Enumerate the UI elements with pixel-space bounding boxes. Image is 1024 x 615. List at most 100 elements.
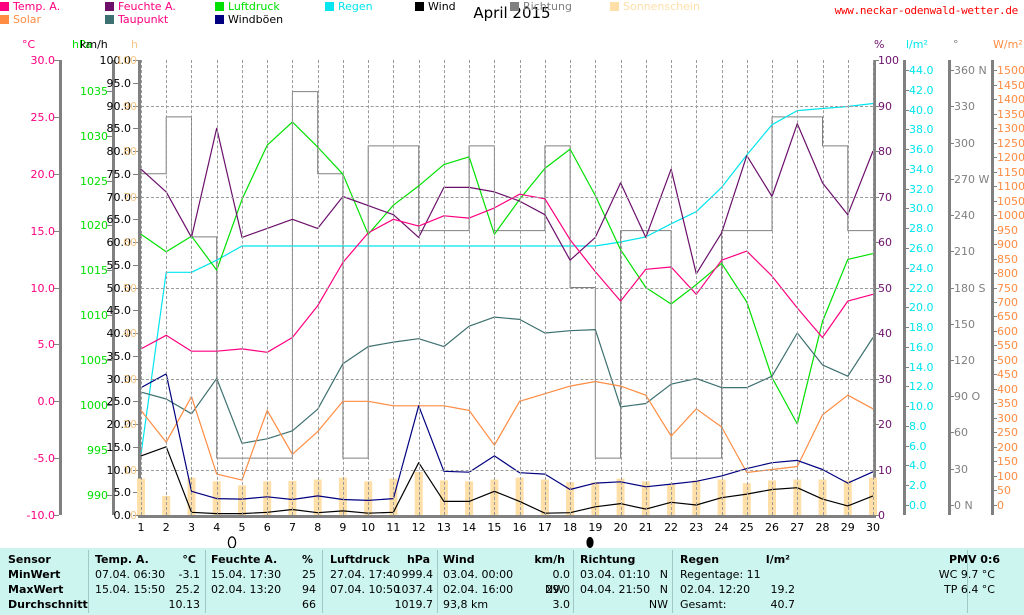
series-solar bbox=[140, 380, 874, 481]
axis-unit-humidity: % bbox=[874, 38, 885, 51]
axis-tick-mark bbox=[904, 287, 909, 289]
x-axis-tick-label: 14 bbox=[462, 521, 477, 534]
axis-tick-mark bbox=[949, 359, 954, 361]
axis-tick-label: 90.0 bbox=[106, 99, 132, 113]
axis-tick-label: 30 bbox=[954, 462, 968, 476]
table-header-pressure-unit: hPa bbox=[406, 553, 430, 566]
axis-tick-label: 1050 bbox=[997, 194, 1024, 208]
legend-item-feuchte-a[interactable]: Feuchte A. bbox=[105, 0, 176, 13]
table-row-label: MaxWert bbox=[8, 583, 64, 596]
axis-tick-mark bbox=[107, 494, 112, 496]
axis-tick-mark bbox=[949, 468, 954, 470]
legend-item-luftdruck[interactable]: Luftdruck bbox=[215, 0, 280, 13]
axis-unit-direction: ° bbox=[953, 38, 959, 51]
table-cell-wind-direction: NW bbox=[545, 583, 565, 596]
axis-tick-mark bbox=[992, 84, 997, 86]
axis-tick-label: 250 bbox=[997, 426, 1018, 440]
x-axis-tick-label: 22 bbox=[664, 521, 679, 534]
axis-tick-mark bbox=[904, 425, 909, 427]
x-axis-tick-label: 28 bbox=[815, 521, 830, 534]
axis-tick-label: 1300 bbox=[997, 122, 1024, 135]
axis-tick-label: 80 bbox=[878, 145, 892, 158]
axis-tick-mark bbox=[904, 485, 909, 487]
legend-item-wind[interactable]: Wind bbox=[415, 0, 456, 13]
table-cell-direction-value: N bbox=[659, 568, 668, 581]
x-axis-tick-label: 2 bbox=[162, 521, 170, 534]
axis-tick-label: 20.0 bbox=[909, 301, 934, 315]
legend-item-regen[interactable]: Regen bbox=[325, 0, 373, 13]
table-cell-direction-value: NW bbox=[648, 598, 668, 611]
axis-tick-label: 1020 bbox=[80, 219, 108, 233]
x-axis-tick-label: 1 bbox=[137, 521, 145, 534]
chart-legend: Temp. A. Solar Feuchte A. Taupunkt Luftdruck… bbox=[0, 0, 700, 26]
axis-unit-pressure: hPa bbox=[72, 38, 92, 51]
table-cell-direction-date: 04.04. 21:50 bbox=[580, 583, 651, 596]
x-axis-tick-label: 12 bbox=[411, 521, 426, 534]
axis-tick-label: 40.0 bbox=[909, 103, 934, 117]
legend-label: Solar bbox=[13, 13, 42, 26]
legend-item-temp-a[interactable]: Temp. A. bbox=[0, 0, 60, 13]
axis-tick-label: 85.0 bbox=[106, 122, 132, 136]
table-cell-wind-value: 29.0 bbox=[545, 583, 571, 596]
axis-tick-mark bbox=[904, 247, 909, 249]
axis-tick-mark bbox=[133, 242, 138, 243]
axis-tick-label: 80 bbox=[123, 145, 137, 158]
legend-label: Regen bbox=[338, 0, 373, 13]
legend-swatch-icon bbox=[415, 2, 424, 11]
series-windb-en bbox=[140, 373, 874, 501]
axis-tick-mark bbox=[992, 273, 997, 274]
axis-tick-label: 30.0 bbox=[909, 202, 934, 216]
axis-tick-label: 120 bbox=[954, 353, 975, 367]
axis-tick-label: 1250 bbox=[997, 136, 1024, 150]
table-cell-rain-label: Gesamt: bbox=[680, 598, 727, 611]
table-column-divider bbox=[322, 550, 323, 613]
axis-tick-label: 1030 bbox=[80, 129, 108, 143]
axis-tick-mark bbox=[133, 424, 138, 425]
axis-tick-label: 100 bbox=[997, 469, 1018, 483]
axis-tick-mark bbox=[107, 449, 112, 451]
table-cell-humidity-value: 66 bbox=[302, 598, 316, 611]
table-cell-pmv: WC 9.7 °C bbox=[938, 568, 995, 581]
axis-tick-label: 34.0 bbox=[909, 162, 934, 176]
legend-item-taupunkt[interactable]: Taupunkt bbox=[105, 13, 168, 26]
series-feuchte-a bbox=[140, 123, 874, 275]
axis-tick-mark bbox=[904, 208, 909, 210]
axis-tick-label: 16.0 bbox=[909, 340, 934, 354]
axis-tick-mark bbox=[992, 171, 997, 173]
axis-line-pressure bbox=[112, 60, 115, 515]
axis-tick-mark bbox=[992, 345, 997, 347]
table-cell-wind-value: 0.0 bbox=[552, 568, 571, 581]
table-cell-rain-label: Regentage: 11 bbox=[680, 568, 761, 581]
legend-swatch-icon bbox=[0, 15, 9, 24]
axis-tick-label: 10 bbox=[878, 463, 892, 477]
axis-tick-label: 30.0 bbox=[106, 372, 132, 386]
axis-tick-mark bbox=[133, 378, 138, 380]
axis-unit-rain: l/m² bbox=[906, 38, 928, 51]
axis-tick-mark bbox=[992, 157, 997, 158]
legend-item-richtung[interactable]: Richtung bbox=[510, 0, 572, 13]
axis-tick-label: 0.0 bbox=[37, 395, 56, 409]
axis-tick-label: 650 bbox=[997, 310, 1018, 324]
axis-tick-mark bbox=[904, 366, 909, 368]
table-cell-pressure-value: 999.4 bbox=[401, 568, 434, 581]
axis-tick-mark bbox=[904, 188, 909, 190]
legend-item-windb-en[interactable]: Windböen bbox=[215, 13, 283, 26]
axis-tick-mark bbox=[133, 446, 138, 448]
axis-tick-mark bbox=[904, 109, 909, 111]
axis-tick-mark bbox=[992, 403, 997, 405]
axis-tick-mark bbox=[904, 386, 909, 388]
axis-tick-label: 1450 bbox=[997, 78, 1024, 92]
x-axis-tick-label: 13 bbox=[436, 521, 451, 534]
axis-tick-label: 10.0 bbox=[106, 463, 132, 477]
axis-tick-mark bbox=[992, 301, 997, 303]
sunshine-bar bbox=[288, 480, 297, 515]
axis-tick-label: 1000 bbox=[997, 209, 1024, 222]
axis-tick-label: 90 bbox=[878, 99, 892, 113]
axis-tick-mark bbox=[992, 244, 997, 245]
axis-tick-label: 90 O bbox=[954, 390, 981, 404]
axis-tick-label: 1350 bbox=[997, 107, 1024, 121]
legend-item-solar[interactable]: Solar bbox=[0, 13, 41, 26]
legend-item-sonnenschein[interactable]: Sonnenschein bbox=[610, 0, 700, 13]
table-cell-rain-value: 19.2 bbox=[770, 583, 796, 596]
axis-tick-label: 70 bbox=[123, 190, 137, 204]
